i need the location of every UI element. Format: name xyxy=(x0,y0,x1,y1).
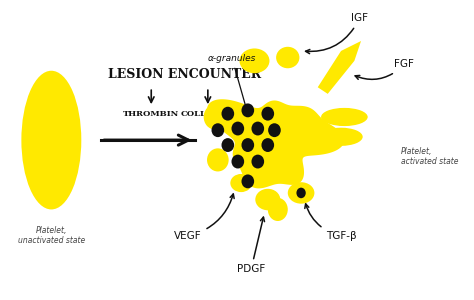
Text: THROMBIN: THROMBIN xyxy=(123,110,179,118)
Text: LESION ENCOUNTER: LESION ENCOUNTER xyxy=(108,68,261,80)
Ellipse shape xyxy=(221,107,234,121)
Ellipse shape xyxy=(252,154,264,169)
Ellipse shape xyxy=(221,138,234,152)
Polygon shape xyxy=(318,41,361,94)
Text: VEGF: VEGF xyxy=(174,194,234,241)
Ellipse shape xyxy=(241,174,254,188)
Ellipse shape xyxy=(255,189,280,210)
Ellipse shape xyxy=(211,123,224,137)
Ellipse shape xyxy=(321,108,368,126)
Ellipse shape xyxy=(231,122,244,136)
Text: TGF-β: TGF-β xyxy=(305,204,356,241)
Ellipse shape xyxy=(276,47,300,68)
Ellipse shape xyxy=(207,148,228,172)
Ellipse shape xyxy=(241,103,254,117)
Ellipse shape xyxy=(296,188,306,198)
Ellipse shape xyxy=(21,71,82,209)
Ellipse shape xyxy=(319,128,363,146)
Ellipse shape xyxy=(262,107,274,121)
Text: IGF: IGF xyxy=(306,13,368,54)
Ellipse shape xyxy=(288,182,314,204)
Text: α-granules: α-granules xyxy=(208,54,256,110)
Text: Platelet,
activated state: Platelet, activated state xyxy=(401,147,458,166)
Text: PDGF: PDGF xyxy=(237,217,265,274)
Ellipse shape xyxy=(230,174,252,192)
Ellipse shape xyxy=(268,123,281,137)
Ellipse shape xyxy=(268,198,288,221)
Text: Platelet,
unactivated state: Platelet, unactivated state xyxy=(18,226,85,245)
Ellipse shape xyxy=(241,138,254,152)
Ellipse shape xyxy=(252,122,264,136)
Polygon shape xyxy=(207,99,345,188)
Text: COLLAGEN: COLLAGEN xyxy=(181,110,235,118)
Text: FGF: FGF xyxy=(355,59,414,80)
Ellipse shape xyxy=(231,154,244,169)
Ellipse shape xyxy=(262,138,274,152)
Ellipse shape xyxy=(239,48,269,73)
Ellipse shape xyxy=(204,105,225,129)
